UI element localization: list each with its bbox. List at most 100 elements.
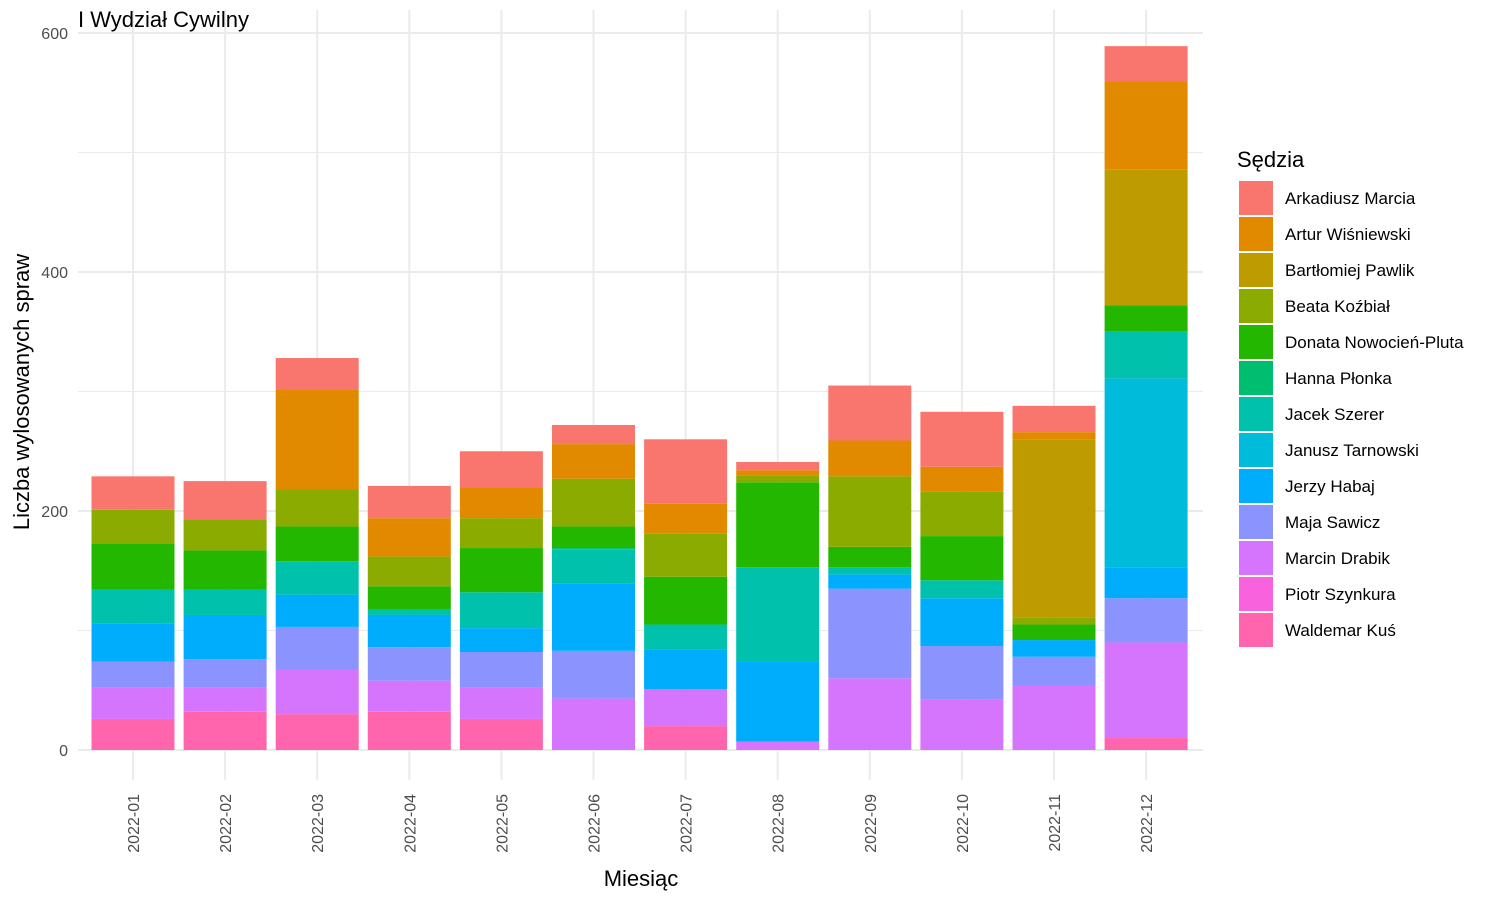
bar-segment: Waldemar Kuś 2022-05: 26	[459, 718, 543, 750]
bar-segment: Waldemar Kuś 2022-12: 10	[1104, 738, 1188, 750]
y-axis-title: Liczba wylosowanych spraw	[9, 254, 34, 530]
legend-label: Donata Nowocień-Pluta	[1285, 333, 1464, 352]
legend-key	[1239, 361, 1273, 395]
y-tick-label: 400	[41, 265, 68, 282]
bar-segment: Artur Wiśniewski 2022-04: 32	[367, 518, 451, 557]
bar-segment: Arkadiusz Marcia 2022-01: 28	[91, 476, 175, 510]
x-axis-ticks: 2022-01 2022-02 2022-03 2022-04 2022-05 2022-…	[126, 794, 1156, 853]
bar-segment: Marcin Drabik 2022-02: 20	[183, 687, 267, 712]
bar-segment: Arkadiusz Marcia 2022-07: 54	[644, 439, 728, 504]
legend-label: Waldemar Kuś	[1285, 621, 1396, 640]
bar-segment: Beata Koźbiał 2022-08: 6	[736, 475, 820, 483]
bar-segment: Donata Nowocień-Pluta 2022-11: 13	[1012, 624, 1096, 641]
bar-segment: Hanna Płonka 2022-06: 1	[552, 548, 635, 550]
bar-segment: Beata Koźbiał 2022-04: 25	[367, 556, 451, 587]
bar-segment: Jerzy Habaj 2022-12: 26	[1104, 567, 1188, 599]
bar-segment: Arkadiusz Marcia 2022-03: 26	[275, 358, 359, 390]
legend-label: Piotr Szynkura	[1285, 585, 1396, 604]
bar-segment: Donata Nowocień-Pluta 2022-01: 39	[91, 543, 175, 590]
bar-segment: Maja Sawicz 2022-01: 22	[91, 661, 175, 688]
bars: Waldemar Kuś 2022-01: 26Marcin Drabik 20…	[91, 46, 1188, 750]
bar-segment: Arkadiusz Marcia 2022-10: 46	[920, 411, 1004, 467]
bar-segment: Artur Wiśniewski 2022-11: 6	[1012, 432, 1096, 440]
bar-segment: Bartłomiej Pawlik 2022-12: 114	[1104, 169, 1188, 306]
legend-key	[1239, 613, 1273, 647]
legend-key	[1239, 541, 1273, 575]
y-tick-label: 200	[41, 504, 68, 521]
legend-key	[1239, 397, 1273, 431]
bar-segment: Jerzy Habaj 2022-10: 40	[920, 598, 1004, 647]
x-tick-label: 2022-12	[1139, 794, 1156, 853]
y-axis-ticks: 0 200 400 600	[41, 26, 68, 760]
x-tick-label: 2022-04	[402, 794, 419, 853]
legend-label: Jacek Szerer	[1285, 405, 1385, 424]
legend-label: Jerzy Habaj	[1285, 477, 1375, 496]
legend-key	[1239, 433, 1273, 467]
bar-segment: Artur Wiśniewski 2022-09: 30	[828, 440, 912, 477]
bar-segment: Jerzy Habaj 2022-11: 14	[1012, 640, 1096, 657]
bar-segment: Artur Wiśniewski 2022-10: 21	[920, 466, 1004, 492]
bar-segment: Beata Koźbiał 2022-10: 37	[920, 491, 1004, 537]
bar-segment: Marcin Drabik 2022-07: 31	[644, 689, 728, 727]
bar-segment: Arkadiusz Marcia 2022-06: 16	[552, 424, 635, 445]
bar-segment: Jacek Szerer 2022-07: 21	[644, 624, 728, 650]
bar-segment: Beata Koźbiał 2022-01: 28	[91, 509, 175, 544]
bar-segment: Bartłomiej Pawlik 2022-11: 149	[1012, 439, 1096, 618]
panel-title: I Wydział Cywilny	[78, 7, 249, 32]
bar-segment: Waldemar Kuś 2022-07: 20	[644, 726, 728, 750]
bar-segment: Beata Koźbiał 2022-05: 25	[459, 518, 543, 549]
x-tick-label: 2022-11	[1047, 794, 1064, 852]
legend-label: Bartłomiej Pawlik	[1285, 261, 1415, 280]
bar-segment: Marcin Drabik 2022-12: 80	[1104, 642, 1188, 739]
bar-segment: Donata Nowocień-Pluta 2022-09: 17	[828, 546, 912, 568]
bar-segment: Janusz Tarnowski 2022-12: 158	[1104, 378, 1188, 568]
bar-segment: Beata Koźbiał 2022-03: 31	[275, 489, 359, 527]
bar-segment: Beata Koźbiał 2022-11: 6	[1012, 617, 1096, 625]
legend-label: Hanna Płonka	[1285, 369, 1392, 388]
bar-segment: Beata Koźbiał 2022-09: 59	[828, 476, 912, 547]
legend-label: Arkadiusz Marcia	[1285, 189, 1416, 208]
bar-segment: Donata Nowocień-Pluta 2022-02: 33	[183, 550, 267, 590]
bar-segment: Donata Nowocień-Pluta 2022-05: 37	[459, 548, 543, 593]
bar-segment: Maja Sawicz 2022-11: 24	[1012, 656, 1096, 686]
x-tick-label: 2022-09	[863, 794, 880, 853]
bar-segment: Maja Sawicz 2022-06: 40	[552, 650, 635, 699]
bar-segment: Donata Nowocień-Pluta 2022-07: 40	[644, 576, 728, 625]
x-tick-label: 2022-08	[771, 794, 788, 853]
bar-segment: Jacek Szerer 2022-02: 21	[183, 589, 267, 615]
bar-segment: Beata Koźbiał 2022-06: 40	[552, 478, 635, 527]
legend-key	[1239, 577, 1273, 611]
bar-segment: Jacek Szerer 2022-01: 28	[91, 589, 175, 624]
y-tick-label: 0	[59, 743, 68, 760]
legend-key	[1239, 181, 1273, 215]
x-tick-label: 2022-03	[310, 794, 327, 853]
bar-segment: Marcin Drabik 2022-05: 26	[459, 687, 543, 719]
bar-segment: Artur Wiśniewski 2022-12: 73	[1104, 81, 1188, 170]
bar-segment: Jacek Szerer 2022-03: 28	[275, 561, 359, 595]
bar-segment: Jacek Szerer 2022-04: 5	[367, 608, 451, 615]
x-tick-label: 2022-07	[679, 794, 696, 853]
x-tick-label: 2022-06	[587, 794, 604, 853]
bar-segment: Arkadiusz Marcia 2022-05: 30	[459, 451, 543, 488]
bar-segment: Marcin Drabik 2022-11: 54	[1012, 685, 1096, 750]
bar-segment: Jerzy Habaj 2022-04: 27	[367, 614, 451, 648]
bar-segment: Maja Sawicz 2022-05: 30	[459, 652, 543, 688]
x-axis-title: Miesiąc	[604, 866, 679, 891]
bar-segment: Marcin Drabik 2022-06: 43	[552, 698, 635, 750]
bar-segment: Jerzy Habaj 2022-08: 67	[736, 661, 820, 742]
legend-key	[1239, 253, 1273, 287]
bar-segment: Maja Sawicz 2022-10: 45	[920, 646, 1004, 700]
bar-segment: Jerzy Habaj 2022-02: 37	[183, 614, 267, 660]
bar-segment: Maja Sawicz 2022-12: 37	[1104, 598, 1188, 643]
bar-segment: Jerzy Habaj 2022-03: 27	[275, 594, 359, 627]
bar-segment: Arkadiusz Marcia 2022-08: 7	[736, 462, 820, 471]
bar-segment: Artur Wiśniewski 2022-06: 29	[552, 444, 635, 479]
bar-segment: Jerzy Habaj 2022-05: 20	[459, 628, 543, 653]
legend-label: Beata Koźbiał	[1285, 297, 1390, 316]
bar-segment: Jacek Szerer 2022-08: 79	[736, 567, 820, 662]
bar-segment: Donata Nowocień-Pluta 2022-03: 29	[275, 526, 359, 562]
bar-segment: Jacek Szerer 2022-12: 39	[1104, 331, 1188, 379]
bar-segment: Artur Wiśniewski 2022-03: 84	[275, 389, 359, 490]
bar-segment: Arkadiusz Marcia 2022-09: 46	[828, 385, 912, 441]
bar-segment: Jerzy Habaj 2022-09: 12	[828, 574, 912, 589]
